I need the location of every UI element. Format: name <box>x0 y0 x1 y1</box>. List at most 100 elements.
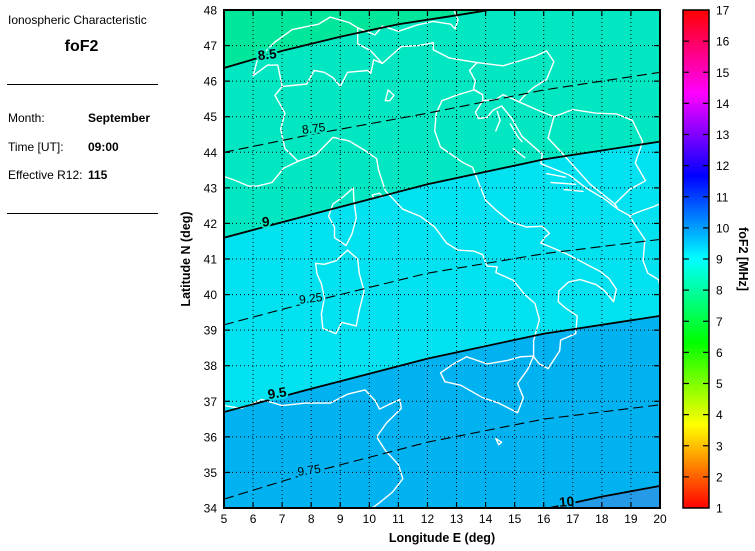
contour-label-8.75: 8.75 <box>301 120 326 137</box>
contour-label-9: 9 <box>261 214 270 230</box>
x-tick-label: 7 <box>279 512 286 526</box>
r12-label: Effective R12: <box>8 168 83 182</box>
colorbar-tick-label: 6 <box>716 346 723 360</box>
contour-line-9.25 <box>224 238 660 326</box>
characteristic-title: foF2 <box>64 38 99 55</box>
coastline-path <box>474 99 660 287</box>
month-value: September <box>88 111 151 125</box>
contour-line-9 <box>224 140 660 239</box>
coastline-path <box>628 203 660 217</box>
y-tick-label: 37 <box>204 395 218 409</box>
y-tick-label: 44 <box>204 146 218 160</box>
time-label: Time [UT]: <box>8 140 64 154</box>
x-tick-label: 18 <box>595 512 609 526</box>
separator-top <box>7 84 158 85</box>
coastline-path <box>614 119 647 205</box>
coastline-path <box>495 110 501 132</box>
contour-label-8.5: 8.5 <box>257 46 278 63</box>
y-tick-label: 42 <box>204 217 218 231</box>
sidebar-heading: Ionospheric Characteristic <box>8 13 147 27</box>
x-tick-label: 9 <box>337 512 344 526</box>
plot-border <box>223 9 661 509</box>
coastline-path <box>274 85 299 162</box>
colorbar-tick-label: 4 <box>716 408 723 422</box>
y-tick-label: 43 <box>204 181 218 195</box>
contour-label-10: 10 <box>558 494 574 510</box>
x-tick-label: 6 <box>250 512 257 526</box>
y-tick-labels: 34 35 36 37 38 39 40 41 42 43 44 45 46 47 48 <box>204 4 218 516</box>
y-axis-title: Latitude N (deg) <box>179 211 193 306</box>
x-tick-label: 12 <box>421 512 435 526</box>
y-tick-label: 34 <box>204 502 218 516</box>
x-tick-label: 5 <box>221 512 228 526</box>
contour-line-8.75 <box>224 71 660 153</box>
y-tick-label: 48 <box>204 4 218 18</box>
contour-line-9.5 <box>224 315 660 413</box>
x-tick-label: 10 <box>363 512 377 526</box>
colorbar-tick-label: 15 <box>716 66 730 80</box>
y-tick-label: 39 <box>204 324 218 338</box>
x-axis-title: Longitude E (deg) <box>389 531 495 545</box>
month-label: Month: <box>8 111 45 125</box>
colorbar-tick-label: 1 <box>716 502 723 516</box>
x-tick-labels: 5 6 7 8 9 10 11 12 13 14 15 16 17 18 19 20 <box>221 512 667 526</box>
map-content: 8.5 8.75 9 9.25 9.5 9.75 10 <box>224 10 660 510</box>
colorbar-tick-label: 7 <box>716 315 723 329</box>
contour-labels: 8.5 8.75 9 9.25 9.5 9.75 10 <box>255 44 577 510</box>
contour-label-9.25: 9.25 <box>298 290 323 307</box>
y-tick-label: 41 <box>204 253 218 267</box>
x-tick-label: 13 <box>450 512 464 526</box>
x-tick-label: 8 <box>308 512 315 526</box>
coastline-path <box>381 42 548 67</box>
coastline-path <box>563 188 584 193</box>
coastline-path <box>495 437 503 446</box>
contour-label-9.75: 9.75 <box>297 462 322 479</box>
colorbar <box>682 9 710 509</box>
contour-line-8.5 <box>224 10 496 69</box>
coastline-path <box>439 355 535 414</box>
contour-line-10 <box>549 485 660 508</box>
coastline-path <box>224 89 618 370</box>
r12-value: 115 <box>88 168 108 182</box>
coastline-path <box>327 187 357 247</box>
y-tick-label: 35 <box>204 466 218 480</box>
coastline-path <box>545 172 567 178</box>
coastline-path <box>314 249 365 335</box>
x-tick-label: 17 <box>566 512 580 526</box>
colorbar-border <box>682 9 710 509</box>
y-tick-label: 38 <box>204 359 218 373</box>
colorbar-tick-label: 14 <box>716 97 730 111</box>
colorbar-tick-label: 11 <box>716 190 729 204</box>
contour-label-9.5: 9.5 <box>267 384 288 402</box>
map-fills <box>224 10 660 508</box>
plot-frame <box>223 9 661 509</box>
colorbar-title: foF2 [MHz] <box>736 227 750 291</box>
coastline-path <box>224 389 404 508</box>
colorbar-tick-label: 12 <box>716 159 730 173</box>
coastline-path <box>518 101 634 122</box>
colorbar-tick-label: 9 <box>716 253 723 267</box>
colorbar-tick-label: 13 <box>716 128 730 142</box>
y-tick-label: 36 <box>204 430 218 444</box>
colorbar-tick-label: 5 <box>716 377 723 391</box>
coastline-path <box>509 123 523 143</box>
colorbar-tick-label: 10 <box>716 221 730 235</box>
colorbar-tick-label: 8 <box>716 284 723 298</box>
coastline-path <box>384 89 395 102</box>
y-tick-label: 45 <box>204 110 218 124</box>
coastline-path <box>357 10 459 36</box>
x-tick-label: 16 <box>537 512 551 526</box>
y-tick-label: 47 <box>204 39 218 53</box>
sidebar: Ionospheric Characteristic foF2 Month: S… <box>0 0 165 551</box>
fill-band-8-8.5 <box>224 10 490 68</box>
contour-lines <box>224 10 660 508</box>
y-tick-label: 40 <box>204 288 218 302</box>
colorbar-tick-label: 3 <box>716 439 723 453</box>
x-tick-label: 11 <box>392 512 405 526</box>
grid-lines <box>224 10 660 508</box>
colorbar-tick-label: 16 <box>716 35 730 49</box>
time-value: 09:00 <box>88 140 119 154</box>
coastline-path <box>550 181 577 186</box>
